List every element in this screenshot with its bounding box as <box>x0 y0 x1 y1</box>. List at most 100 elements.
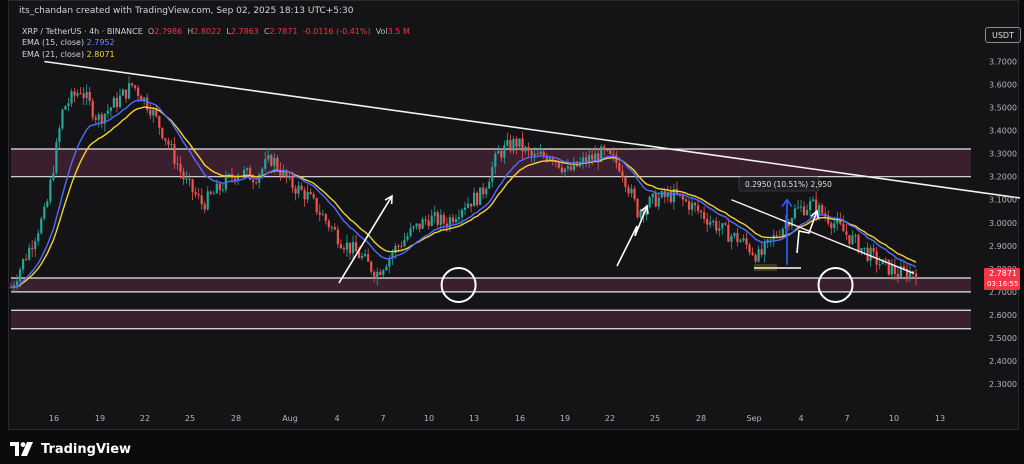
candle-body <box>696 205 700 211</box>
close-value: 2.7871 <box>269 27 298 36</box>
candle-body <box>249 168 252 180</box>
candle-body <box>533 153 536 156</box>
candle-body <box>775 235 778 237</box>
candle-body <box>854 235 857 237</box>
candle-body <box>606 149 609 151</box>
projection-arrow-3-head <box>810 209 819 220</box>
candle-body <box>860 248 863 253</box>
low-label: L <box>226 27 231 36</box>
candle-body <box>848 234 851 244</box>
candle-body <box>802 206 806 215</box>
candle-body <box>146 97 149 110</box>
candle-body <box>766 239 769 243</box>
candle-body <box>118 95 122 107</box>
candle-body <box>730 236 733 242</box>
candle-body <box>485 188 488 195</box>
candle-body <box>612 153 615 156</box>
candle-body <box>382 270 385 276</box>
candle-body <box>137 87 140 96</box>
candle-body <box>185 178 188 180</box>
x-tick-label: 25 <box>650 414 660 423</box>
candle-body <box>654 193 657 207</box>
candle-body <box>563 168 567 173</box>
candle-body <box>179 164 182 172</box>
candle-body <box>581 157 585 162</box>
candle-body <box>291 176 294 189</box>
candle-body <box>270 155 273 166</box>
candle-body <box>203 204 206 210</box>
ema15-label: EMA (15, close) <box>22 38 85 47</box>
candle-body <box>94 117 97 120</box>
candle-body <box>542 151 545 156</box>
ema15-legend[interactable]: EMA (15, close) 2.7952 <box>22 38 115 47</box>
candle-body <box>442 214 445 224</box>
candle-body <box>597 153 600 162</box>
candle-body <box>908 271 912 279</box>
candle-body <box>690 202 694 210</box>
candle-body <box>845 231 848 235</box>
candle-body <box>164 138 167 141</box>
last-price-tag <box>984 268 1020 290</box>
candle-body <box>745 238 748 245</box>
volume-label: Vol <box>375 27 388 36</box>
candle-body <box>115 97 119 107</box>
candle-body <box>300 185 303 190</box>
candle-body <box>796 207 800 209</box>
candle-body <box>336 229 339 245</box>
candle-body <box>370 261 373 272</box>
candle-body <box>509 140 512 151</box>
candle-body <box>594 153 597 160</box>
currency-selector[interactable]: USDT <box>985 27 1021 43</box>
ema21-legend[interactable]: EMA (21, close) 2.8071 <box>22 50 115 59</box>
candle-body <box>403 239 406 247</box>
candle-body <box>112 97 116 108</box>
candle-body <box>73 91 76 96</box>
candle-body <box>345 242 349 250</box>
candle-body <box>857 235 860 253</box>
candle-body <box>436 212 439 225</box>
candle-body <box>200 195 203 205</box>
candle-body <box>85 92 88 99</box>
bounce-circle <box>817 266 854 303</box>
candle-body <box>763 242 766 255</box>
open-label: O <box>147 27 155 36</box>
candle-body <box>25 259 28 261</box>
candle-body <box>367 254 370 262</box>
candle-body <box>252 179 255 183</box>
candle-body <box>297 185 300 194</box>
y-tick-label: 3.2000 <box>989 173 1017 182</box>
price-chart[interactable]: 0.2950 (10.51%) 2,950 2.3000 2.4000 2.5000 2… <box>9 1 1020 431</box>
volume-value: 3.5 M <box>387 27 410 36</box>
candle-body <box>109 107 112 111</box>
candle-body <box>812 199 815 202</box>
candle-body <box>209 191 212 194</box>
candle-body <box>539 151 542 155</box>
candle-body <box>79 93 82 95</box>
zone-band <box>11 149 971 177</box>
candle-body <box>97 114 100 120</box>
candle-body <box>218 183 221 190</box>
candle-body <box>167 140 170 145</box>
candle-body <box>757 249 760 262</box>
candle-body <box>37 233 40 242</box>
candle-body <box>100 114 103 124</box>
tradingview-logo[interactable]: TradingView <box>10 440 131 458</box>
x-tick-label: 19 <box>560 414 570 423</box>
y-tick-label: 2.7000 <box>989 288 1017 297</box>
candle-body <box>584 157 588 163</box>
short-trendline <box>731 199 915 275</box>
candle-body <box>754 254 757 262</box>
candle-body <box>793 208 797 219</box>
candle-body <box>530 150 533 156</box>
candle-body <box>158 116 161 128</box>
candle-body <box>890 265 893 275</box>
candle-body <box>327 220 330 228</box>
candle-body <box>255 182 258 184</box>
measure-arrowhead <box>781 198 793 208</box>
candle-body <box>194 192 197 195</box>
candle-body <box>242 169 246 176</box>
candle-body <box>457 217 461 219</box>
candle-body <box>40 218 43 234</box>
candle-body <box>306 192 309 200</box>
candle-body <box>282 170 285 176</box>
